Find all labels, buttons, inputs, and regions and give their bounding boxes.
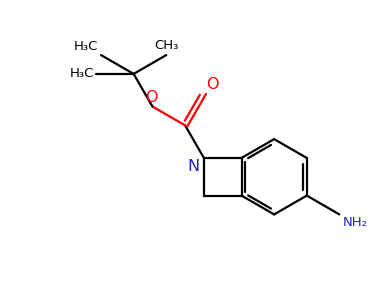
Text: H₃C: H₃C (74, 40, 98, 53)
Text: N: N (188, 159, 200, 174)
Text: O: O (145, 89, 158, 104)
Text: H₃C: H₃C (70, 67, 94, 80)
Text: CH₃: CH₃ (154, 39, 179, 52)
Text: NH₂: NH₂ (342, 217, 367, 230)
Text: O: O (206, 77, 218, 92)
